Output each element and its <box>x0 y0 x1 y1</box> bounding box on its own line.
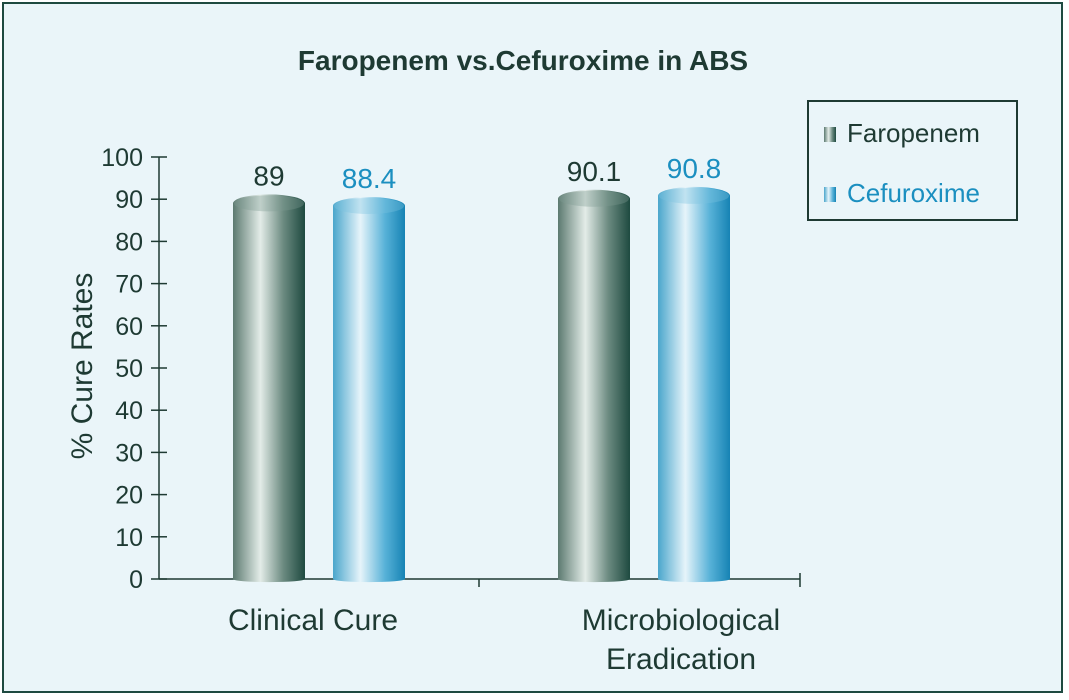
legend: Faropenem Cefuroxime <box>807 100 1018 221</box>
bar-top-shade <box>659 187 729 204</box>
legend-box <box>807 100 1018 221</box>
value-label-cefuroxime: 88.4 <box>342 163 397 194</box>
y-ticks: 0 10 20 30 40 50 60 70 80 90 100 <box>101 144 167 594</box>
y-tick-label: 100 <box>101 144 143 172</box>
bar-base <box>658 575 730 583</box>
bar-faropenem-1 <box>558 189 630 583</box>
y-tick-label: 80 <box>115 228 143 256</box>
bar-top <box>333 196 405 215</box>
legend-swatch-faropenem <box>824 127 836 142</box>
value-label-faropenem: 90.1 <box>567 156 622 187</box>
y-tick-label: 90 <box>115 186 143 214</box>
x-category-label: Clinical Cure <box>228 604 398 637</box>
chart-title: Faropenem vs.Cefuroxime in ABS <box>298 45 748 76</box>
value-label-cefuroxime: 90.8 <box>667 153 722 184</box>
y-tick-label: 10 <box>115 524 143 552</box>
chart-frame: Faropenem vs.Cefuroxime in ABS % Cure Ra… <box>2 2 1063 693</box>
bar-cefuroxime-1 <box>658 186 730 583</box>
bar-top <box>658 186 730 205</box>
bar-base <box>333 575 405 583</box>
x-category-labels: Clinical Cure Microbiological Eradication <box>228 604 780 676</box>
x-category-label: Microbiological <box>582 604 780 637</box>
bar-top-shade <box>234 195 304 212</box>
y-tick-label: 0 <box>129 566 143 594</box>
bar-body <box>333 205 405 579</box>
value-labels: 89 90.1 88.4 90.8 <box>253 153 721 194</box>
y-tick-label: 70 <box>115 271 143 299</box>
y-tick-label: 50 <box>115 355 143 383</box>
y-tick-label: 30 <box>115 439 143 467</box>
bar-top-shade <box>334 197 404 214</box>
bar-body <box>233 203 305 580</box>
bar-faropenem-0 <box>233 194 305 583</box>
bar-top-shade <box>559 190 629 207</box>
legend-label-faropenem: Faropenem <box>847 118 980 148</box>
y-tick-label: 40 <box>115 397 143 425</box>
y-tick-label: 20 <box>115 482 143 510</box>
bars <box>233 186 730 583</box>
bar-chart: Faropenem vs.Cefuroxime in ABS % Cure Ra… <box>66 45 1018 676</box>
x-category-label: Eradication <box>606 643 756 676</box>
bar-body <box>558 198 630 579</box>
legend-label-cefuroxime: Cefuroxime <box>847 178 980 208</box>
bar-base <box>558 575 630 583</box>
value-label-faropenem: 89 <box>253 160 284 191</box>
y-tick-label: 60 <box>115 313 143 341</box>
legend-swatch-cefuroxime <box>824 187 836 202</box>
bar-base <box>233 575 305 583</box>
bar-body <box>658 195 730 579</box>
bar-cefuroxime-0 <box>333 196 405 583</box>
bar-top <box>233 194 305 213</box>
y-axis-label: % Cure Rates <box>66 273 99 460</box>
bar-top <box>558 189 630 208</box>
